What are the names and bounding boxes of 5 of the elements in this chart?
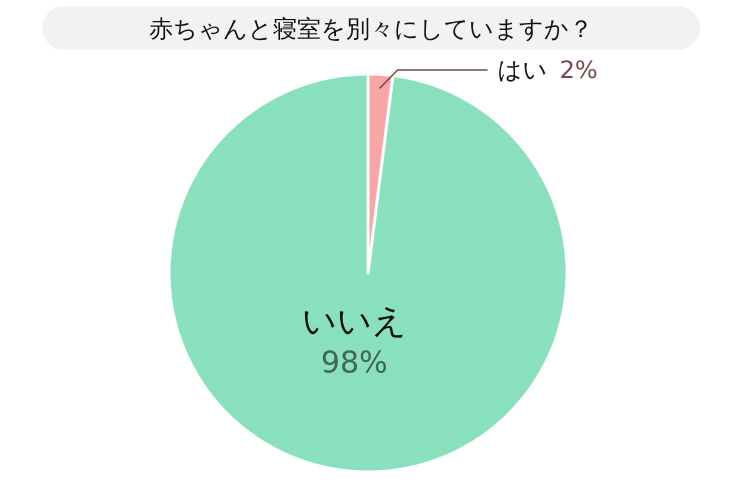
data-label: 2% bbox=[560, 56, 598, 84]
chart-title: 赤ちゃんと寝室を別々にしていますか？ bbox=[149, 15, 593, 43]
slice-label: いいえ bbox=[302, 302, 407, 342]
data-label: 98% bbox=[320, 346, 388, 381]
slice-label: はい bbox=[498, 56, 548, 84]
